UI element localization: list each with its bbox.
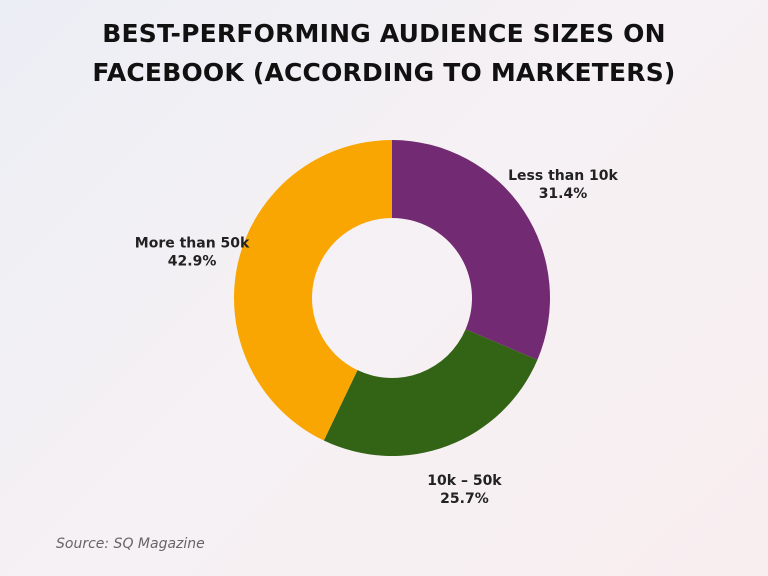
donut-slice	[323, 329, 538, 456]
source-note: Source: SQ Magazine	[56, 536, 205, 552]
chart-title: BEST-PERFORMING AUDIENCE SIZES ON FACEBO…	[92, 19, 676, 87]
donut-slice	[234, 140, 392, 441]
slice-label: 10k – 50k	[427, 473, 502, 489]
slice-label: More than 50k	[135, 236, 250, 252]
value-label: 31.4%	[539, 186, 588, 202]
value-label: 25.7%	[440, 491, 489, 507]
donut-slice	[392, 140, 550, 360]
value-label: 42.9%	[168, 254, 217, 270]
slice-label: Less than 10k	[508, 168, 618, 184]
